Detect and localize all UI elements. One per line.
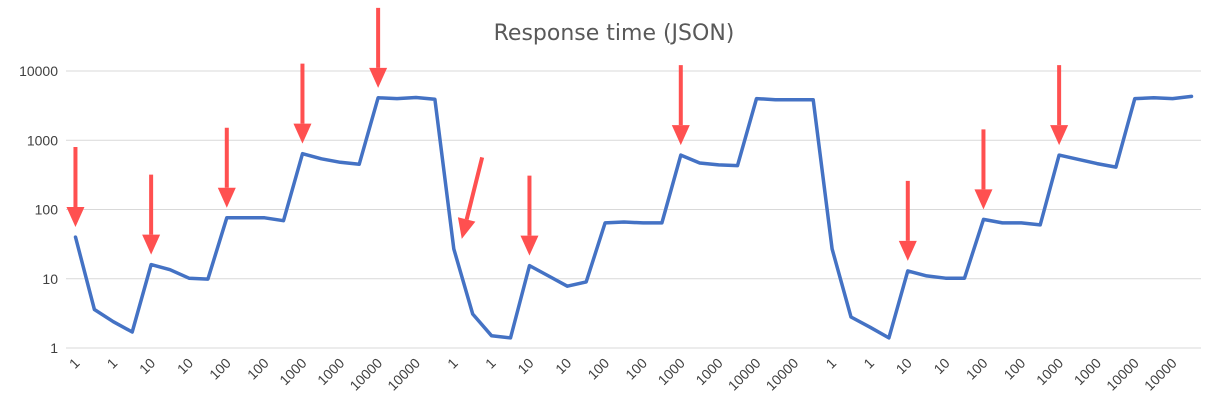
- x-tick-label: 100: [622, 355, 650, 383]
- annotation-arrow: [1050, 65, 1069, 146]
- y-tick-label: 10000: [19, 63, 58, 79]
- x-tick-label: 1: [822, 355, 839, 372]
- x-tick-label: 10000: [384, 355, 423, 394]
- x-tick-label: 10000: [1103, 355, 1142, 394]
- x-tick-label: 1: [482, 355, 499, 372]
- annotation-arrow: [520, 175, 539, 256]
- annotation-arrows: [66, 7, 1069, 261]
- x-tick-label: 10: [893, 355, 915, 377]
- annotation-arrow: [142, 174, 161, 255]
- x-tick-label: 100: [244, 355, 272, 383]
- x-tick-label: 10: [514, 355, 536, 377]
- annotation-arrow: [217, 127, 236, 208]
- x-tick-label: 1000: [1071, 355, 1104, 388]
- series-points: [75, 96, 1192, 338]
- annotation-arrow: [974, 129, 993, 210]
- arrow-shaft: [464, 156, 485, 220]
- y-tick-label: 1: [50, 340, 58, 356]
- x-tick-label: 10: [136, 355, 158, 377]
- y-tick-label: 100: [35, 202, 59, 218]
- x-tick-label: 10000: [763, 355, 802, 394]
- annotation-arrow: [293, 63, 312, 144]
- x-tick-label: 1000: [655, 355, 688, 388]
- arrow-head: [974, 189, 993, 210]
- x-tick-label: 1000: [1033, 355, 1066, 388]
- x-tick-label: 10: [930, 355, 952, 377]
- arrow-head: [1050, 125, 1069, 146]
- x-tick-label: 1: [444, 355, 461, 372]
- x-tick-label: 1000: [276, 355, 309, 388]
- series-line: [73, 94, 1194, 340]
- annotation-arrow: [66, 147, 85, 228]
- arrow-head: [671, 125, 690, 146]
- x-tick-label: 1: [104, 355, 121, 372]
- x-tick-label: 1: [66, 355, 83, 372]
- x-tick-label: 1000: [314, 355, 347, 388]
- y-tick-label: 10: [42, 271, 58, 287]
- x-tick-label: 10: [552, 355, 574, 377]
- arrow-head: [293, 123, 312, 144]
- x-tick-label: 100: [963, 355, 991, 383]
- arrow-head: [369, 67, 388, 88]
- annotation-arrow: [457, 156, 485, 239]
- y-axis-tick-labels: 1 10 100 1000 10000: [19, 63, 58, 356]
- x-tick-label: 100: [584, 355, 612, 383]
- arrow-head: [520, 235, 539, 256]
- x-tick-label: 100: [206, 355, 234, 383]
- arrow-head: [457, 217, 476, 239]
- x-tick-label: 1: [860, 355, 877, 372]
- x-tick-label: 10000: [346, 355, 385, 394]
- x-tick-label: 10000: [725, 355, 764, 394]
- annotation-arrow: [898, 180, 917, 261]
- x-tick-label: 100: [1001, 355, 1029, 383]
- annotation-arrow: [369, 7, 388, 88]
- grid-lines: [66, 70, 1201, 349]
- annotation-arrow: [671, 65, 690, 146]
- arrow-head: [142, 234, 161, 255]
- x-tick-label: 10000: [1141, 355, 1180, 394]
- x-tick-label: 1000: [692, 355, 725, 388]
- y-tick-label: 1000: [27, 132, 58, 148]
- arrow-head: [66, 207, 85, 228]
- chart-title: Response time (JSON): [494, 21, 735, 46]
- x-tick-label: 10: [174, 355, 196, 377]
- arrow-head: [898, 240, 917, 261]
- series-layer: [73, 94, 1194, 340]
- arrow-head: [217, 187, 236, 208]
